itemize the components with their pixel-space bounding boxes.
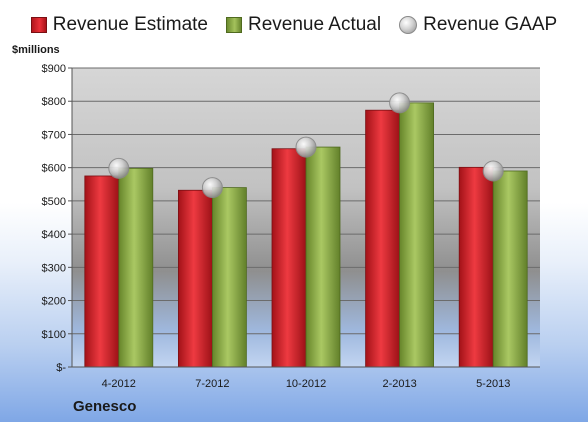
bar-revenue-actual-4-2012 xyxy=(118,167,154,368)
bar-revenue-estimate-7-2012 xyxy=(177,189,213,368)
bars xyxy=(84,102,528,368)
marker-revenue-gaap-5-2013 xyxy=(482,160,504,182)
x-axis: 4-2012 7-2012 10-2012 2-2013 5-2013 xyxy=(72,366,540,390)
bar-revenue-actual-7-2012 xyxy=(211,187,247,368)
x-tick-label: 2-2013 xyxy=(382,378,416,390)
y-tick-label: $600 xyxy=(42,163,66,175)
y-tick-label: $900 xyxy=(42,63,66,75)
legend-marker-gaap xyxy=(399,16,418,34)
bar-revenue-actual-5-2013 xyxy=(492,170,528,368)
marker-revenue-gaap-2-2013 xyxy=(389,92,411,114)
chart-legend: Revenue Estimate Revenue Actual Revenue … xyxy=(0,14,588,36)
marker-revenue-gaap-10-2012 xyxy=(295,136,317,158)
x-tick-label: 4-2012 xyxy=(102,378,136,390)
legend-item-estimate: Revenue Estimate xyxy=(30,14,208,36)
bar-revenue-estimate-5-2013 xyxy=(458,166,494,368)
bar-revenue-estimate-4-2012 xyxy=(84,175,120,368)
legend-label-gaap: Revenue GAAP xyxy=(423,14,558,35)
y-tick-label: $800 xyxy=(42,96,66,108)
y-tick-label: $500 xyxy=(42,196,66,208)
legend-swatch-actual xyxy=(226,17,242,33)
legend-label-actual: Revenue Actual xyxy=(248,14,382,35)
y-axis-units-label: $millions xyxy=(12,44,60,56)
y-tick-label: $300 xyxy=(42,262,66,274)
y-tick-label: $- xyxy=(56,362,66,374)
legend-item-actual: Revenue Actual xyxy=(226,14,381,36)
x-tick-label: 5-2013 xyxy=(476,378,510,390)
bar-revenue-estimate-2-2013 xyxy=(365,109,401,368)
legend-item-gaap: Revenue GAAP xyxy=(399,14,557,36)
bar-revenue-estimate-10-2012 xyxy=(271,148,307,368)
legend-swatch-estimate xyxy=(30,17,47,33)
y-tick-label: $700 xyxy=(42,129,66,141)
marker-revenue-gaap-7-2012 xyxy=(201,177,223,199)
company-name: Genesco xyxy=(73,398,137,415)
x-tick-label: 7-2012 xyxy=(195,378,229,390)
legend-label-estimate: Revenue Estimate xyxy=(52,14,208,35)
y-tick-label: $200 xyxy=(42,296,66,308)
bar-revenue-actual-10-2012 xyxy=(305,146,341,368)
marker-revenue-gaap-4-2012 xyxy=(108,157,130,179)
y-axis: $- $100 $200 $300 $400 $500 $600 $700 $800 $900 xyxy=(42,63,73,374)
y-tick-label: $100 xyxy=(42,329,66,341)
gaap-markers xyxy=(108,92,504,199)
y-tick-label: $400 xyxy=(42,229,66,241)
bar-revenue-actual-2-2013 xyxy=(399,102,435,368)
x-tick-label: 10-2012 xyxy=(286,378,326,390)
